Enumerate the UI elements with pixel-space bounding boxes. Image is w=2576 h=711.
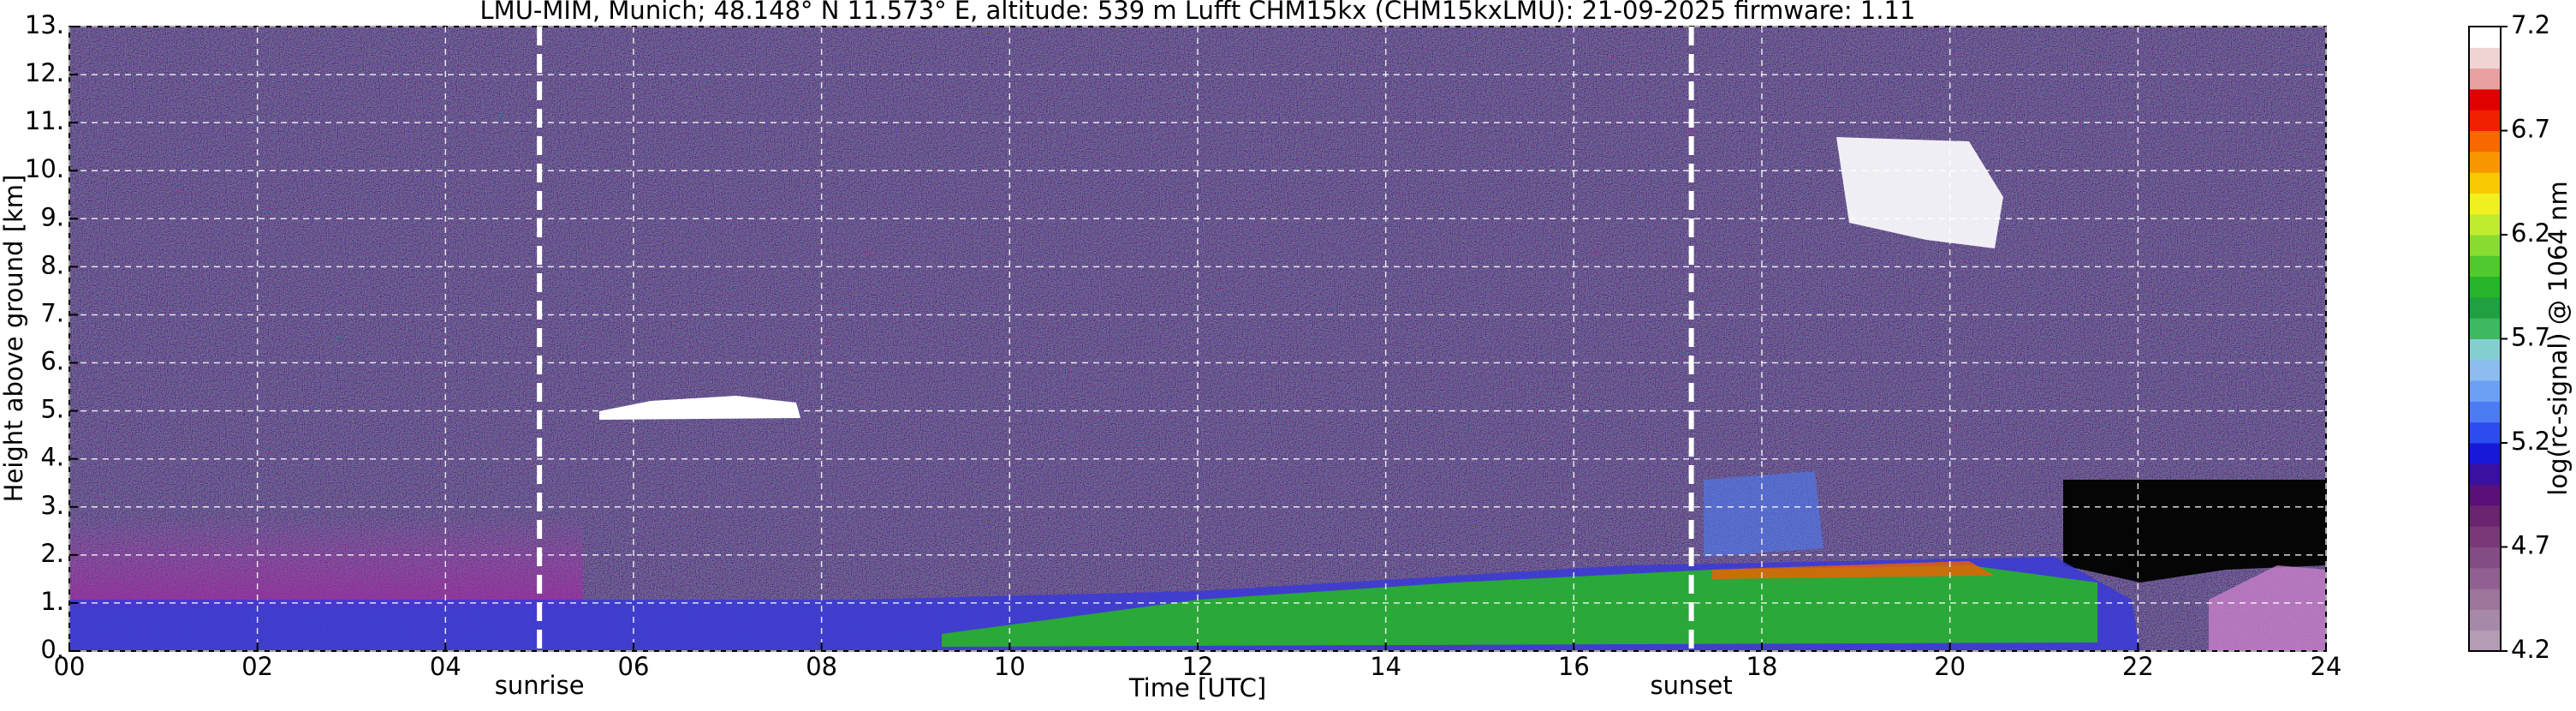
- colorbar-swatch: [2469, 589, 2501, 610]
- x-tick-label: 20: [1934, 652, 1966, 681]
- colorbar-swatch: [2469, 443, 2501, 464]
- colorbar-swatch: [2469, 276, 2501, 298]
- colorbar-swatch: [2469, 296, 2501, 319]
- y-tick-label: 0.: [40, 635, 64, 664]
- colorbar-swatch: [2469, 505, 2501, 527]
- y-tick-label: 6.: [40, 347, 64, 376]
- y-tick-label: 8.: [40, 250, 64, 279]
- x-tick-label: 16: [1558, 652, 1590, 681]
- y-axis-label: Height above ground [km]: [0, 175, 28, 503]
- colorbar-tick-label: 7.2: [2511, 10, 2550, 39]
- y-tick-label: 11.: [25, 106, 64, 135]
- colorbar-swatch: [2469, 609, 2501, 631]
- colorbar-label: log(rc-signal) @ 1064 nm: [2543, 181, 2573, 495]
- x-tick-label: 12: [1182, 652, 1214, 681]
- x-tick-label: 00: [54, 652, 86, 681]
- x-tick-label: 22: [2122, 652, 2154, 681]
- colorbar-tick-label: 4.2: [2511, 635, 2550, 664]
- colorbar-swatch: [2469, 484, 2501, 506]
- colorbar-swatch: [2469, 255, 2501, 278]
- colorbar-swatch: [2469, 235, 2501, 256]
- colorbar-swatch: [2469, 110, 2501, 131]
- colorbar-swatch: [2469, 68, 2501, 90]
- y-tick-label: 9.: [40, 202, 64, 231]
- chart-title: LMU-MIM, Munich; 48.148° N 11.573° E, al…: [480, 0, 1916, 25]
- x-tick-label: 24: [2311, 652, 2342, 681]
- colorbar-swatch: [2469, 463, 2501, 486]
- x-axis-label: Time [UTC]: [1128, 673, 1266, 702]
- y-tick-label: 12.: [25, 58, 64, 87]
- colorbar-swatch: [2469, 193, 2501, 215]
- x-tick-label: 04: [430, 652, 461, 681]
- colorbar-swatch: [2469, 421, 2501, 444]
- sun-label: sunset: [1651, 671, 1733, 700]
- colorbar-swatch: [2469, 630, 2501, 652]
- colorbar-swatch: [2469, 88, 2501, 111]
- colorbar-swatch: [2469, 401, 2501, 423]
- y-tick-label: 10.: [25, 154, 64, 183]
- colorbar-tick-label: 5.2: [2511, 427, 2550, 456]
- x-tick-label: 10: [994, 652, 1026, 681]
- colorbar-swatch: [2469, 172, 2501, 194]
- colorbar-tick-label: 6.7: [2511, 115, 2550, 144]
- x-tick-label: 06: [618, 652, 650, 681]
- x-tick-label: 02: [241, 652, 273, 681]
- colorbar-swatch: [2469, 151, 2501, 173]
- colorbar-swatch: [2469, 380, 2501, 402]
- colorbar-tick-label: 5.7: [2511, 323, 2550, 352]
- y-tick-label: 4.: [40, 443, 64, 472]
- y-tick-label: 1.: [40, 587, 64, 616]
- y-tick-label: 2.: [40, 539, 64, 568]
- sun-label: sunrise: [495, 671, 585, 700]
- colorbar-swatch: [2469, 27, 2501, 48]
- y-tick-label: 13.: [25, 10, 64, 39]
- colorbar-swatch: [2469, 359, 2501, 381]
- colorbar-swatch: [2469, 338, 2501, 361]
- colorbar-swatch: [2469, 213, 2501, 236]
- colorbar-swatch: [2469, 47, 2501, 69]
- x-tick-label: 18: [1746, 652, 1778, 681]
- y-tick-label: 3.: [40, 491, 64, 520]
- y-tick-label: 5.: [40, 395, 64, 424]
- colorbar-swatch: [2469, 318, 2501, 339]
- x-tick-label: 08: [806, 652, 837, 681]
- colorbar-tick-label: 4.7: [2511, 531, 2550, 560]
- colorbar-swatch: [2469, 526, 2501, 547]
- colorbar-swatch: [2469, 130, 2501, 152]
- colorbar-swatch: [2469, 567, 2501, 589]
- colorbar-swatch: [2469, 547, 2501, 569]
- y-tick-label: 7.: [40, 298, 64, 327]
- x-tick-label: 14: [1370, 652, 1401, 681]
- colorbar-tick-label: 6.2: [2511, 218, 2550, 248]
